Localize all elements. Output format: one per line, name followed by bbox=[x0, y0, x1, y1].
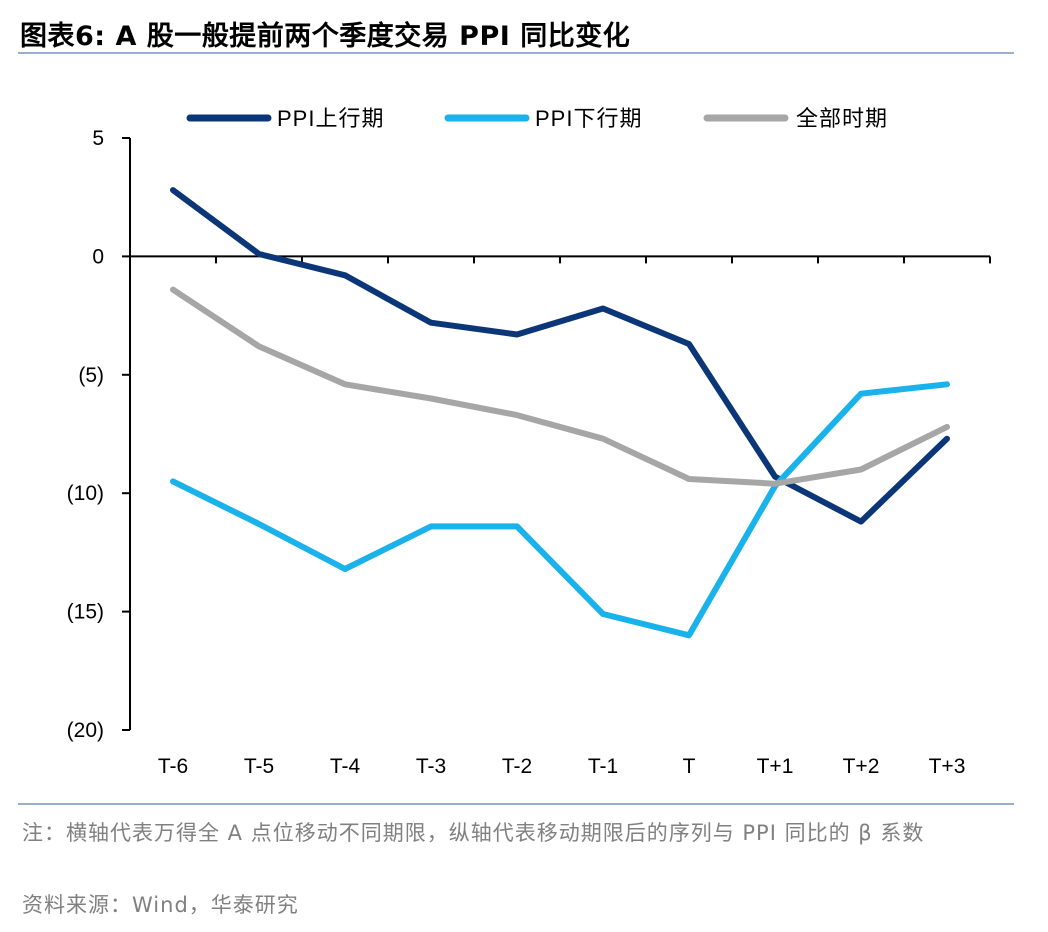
x-tick-label: T-3 bbox=[416, 755, 446, 778]
x-tick-label: T+3 bbox=[929, 755, 966, 778]
chart-note: 注：横轴代表万得全 A 点位移动不同期限，纵轴代表移动期限后的序列与 PPI 同… bbox=[22, 821, 925, 845]
x-tick-label: T-1 bbox=[588, 755, 618, 778]
x-tick-label: T bbox=[683, 755, 696, 778]
data-point bbox=[428, 523, 434, 529]
title-divider bbox=[18, 52, 1014, 54]
data-point bbox=[858, 391, 864, 397]
data-point bbox=[256, 251, 262, 257]
data-point bbox=[428, 320, 434, 326]
data-point bbox=[342, 381, 348, 387]
series-line-0 bbox=[170, 187, 950, 525]
data-point bbox=[686, 632, 692, 638]
data-point bbox=[514, 523, 520, 529]
data-point bbox=[342, 272, 348, 278]
data-point bbox=[858, 519, 864, 525]
x-tick-label: T+2 bbox=[843, 755, 880, 778]
data-point bbox=[686, 476, 692, 482]
data-point bbox=[170, 478, 176, 484]
data-point bbox=[600, 305, 606, 311]
legend-label: PPI下行期 bbox=[535, 106, 642, 131]
data-point bbox=[686, 341, 692, 347]
series-line-1 bbox=[170, 381, 950, 639]
data-point bbox=[772, 474, 778, 480]
x-tick-label: T-2 bbox=[502, 755, 532, 778]
series-line-2 bbox=[170, 286, 950, 487]
chart-title: 图表6: A 股一般提前两个季度交易 PPI 同比变化 bbox=[20, 21, 631, 52]
data-point bbox=[342, 566, 348, 572]
data-point bbox=[600, 611, 606, 617]
x-tick-label: T+1 bbox=[757, 755, 794, 778]
data-point bbox=[944, 381, 950, 387]
data-point bbox=[256, 343, 262, 349]
y-tick-label: 0 bbox=[92, 245, 104, 268]
data-point bbox=[944, 436, 950, 442]
legend: PPI上行期 PPI下行期 全部时期 bbox=[186, 106, 888, 131]
data-point bbox=[170, 287, 176, 293]
line-chart: 5 0 (5) (10) (15) (20) T-6 T-5 T-4 T-3 T-2 T-1 T T+1 T… bbox=[67, 106, 991, 778]
legend-label: 全部时期 bbox=[796, 106, 888, 131]
y-tick-label: (10) bbox=[67, 482, 104, 505]
data-point bbox=[600, 436, 606, 442]
y-tick-label: (15) bbox=[67, 601, 104, 624]
x-tick-label: T-4 bbox=[330, 755, 361, 778]
y-tick-label: (5) bbox=[78, 364, 104, 387]
footer-divider bbox=[18, 803, 1014, 805]
data-point bbox=[428, 395, 434, 401]
x-tick-label: T-6 bbox=[158, 755, 188, 778]
data-point bbox=[772, 481, 778, 487]
y-tick-label: 5 bbox=[92, 127, 104, 150]
data-point bbox=[514, 412, 520, 418]
legend-label: PPI上行期 bbox=[277, 106, 384, 131]
data-point bbox=[256, 521, 262, 527]
data-point bbox=[170, 187, 176, 193]
data-point bbox=[944, 424, 950, 430]
chart-source: 资料来源：Wind，华泰研究 bbox=[22, 893, 299, 917]
y-tick-label: (20) bbox=[67, 719, 104, 742]
axes: 5 0 (5) (10) (15) (20) T-6 T-5 T-4 T-3 T-2 T-1 T T+1 T… bbox=[67, 127, 991, 778]
series-lines bbox=[170, 187, 950, 639]
x-tick-label: T-5 bbox=[244, 755, 274, 778]
data-point bbox=[514, 332, 520, 338]
data-point bbox=[858, 467, 864, 473]
